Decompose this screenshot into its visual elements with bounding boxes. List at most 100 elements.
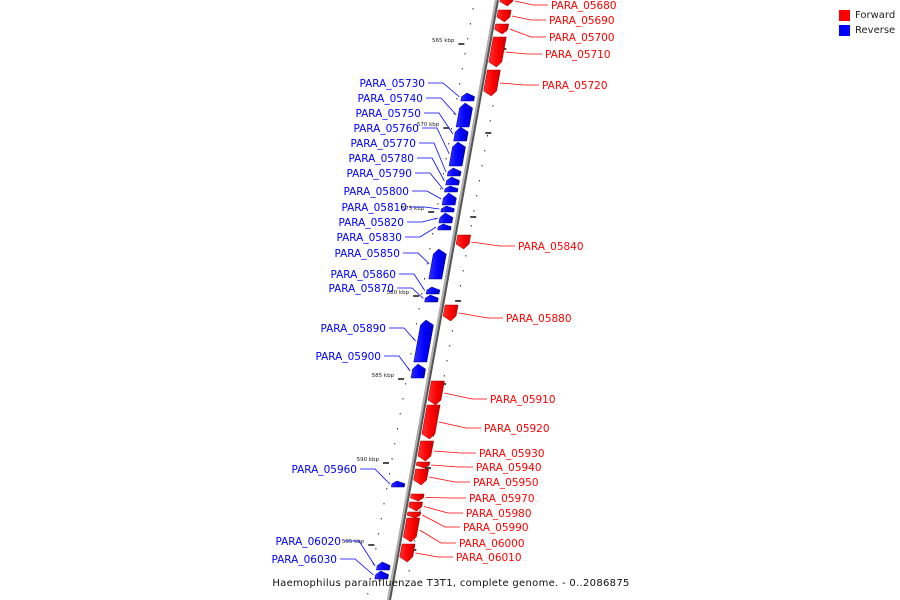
axis-dot — [462, 270, 464, 272]
gene-label-para_05720[interactable]: PARA_05720 — [542, 80, 608, 92]
gene-label-para_05960[interactable]: PARA_05960 — [291, 464, 357, 476]
leader-line — [405, 226, 437, 238]
genome-caption: Haemophilus parainfluenzae T3T1, complet… — [272, 578, 630, 589]
gene-label-para_05870[interactable]: PARA_05870 — [328, 283, 394, 295]
gene-label-para_05850[interactable]: PARA_05850 — [334, 248, 400, 260]
gene-labels: PARA_05680 PARA_05690 PARA_05700 PARA_05710… — [271, 0, 616, 566]
gene-arrow-para_05920[interactable] — [421, 404, 441, 440]
legend-item-forward: Forward — [839, 8, 895, 23]
gene-label-para_05940[interactable]: PARA_05940 — [476, 462, 542, 474]
gene-label-para_05760[interactable]: PARA_05760 — [353, 123, 419, 135]
gene-arrow-para_05810[interactable] — [440, 205, 455, 213]
gene-arrow-para_05880[interactable] — [442, 304, 459, 322]
gene-label-para_05780[interactable]: PARA_05780 — [348, 153, 414, 165]
axis-dot — [465, 255, 467, 257]
leader-line — [417, 157, 445, 182]
gene-arrow-para_05830[interactable] — [437, 223, 452, 231]
gene-label-para_06000[interactable]: PARA_06000 — [459, 538, 525, 550]
axis-dot — [467, 38, 469, 40]
gene-arrow-para_05720[interactable] — [483, 69, 501, 97]
gene-label-para_06020[interactable]: PARA_06020 — [275, 536, 341, 548]
gene-arrow-para_05910[interactable] — [427, 380, 445, 406]
gene-label-para_05840[interactable]: PARA_05840 — [518, 241, 584, 253]
gene-arrow-para_05750[interactable] — [453, 126, 469, 142]
axis-dot — [370, 578, 371, 580]
gene-label-para_05740[interactable]: PARA_05740 — [357, 93, 423, 105]
leader-line — [425, 497, 466, 499]
gene-arrow-para_06030[interactable] — [374, 570, 389, 580]
gene-label-para_05770[interactable]: PARA_05770 — [350, 138, 416, 150]
leader-line — [422, 514, 460, 528]
gene-label-para_05690[interactable]: PARA_05690 — [549, 15, 615, 27]
gene-label-para_05700[interactable]: PARA_05700 — [549, 32, 615, 44]
gene-label-para_05990[interactable]: PARA_05990 — [463, 522, 529, 534]
gene-label-para_05710[interactable]: PARA_05710 — [545, 49, 611, 61]
gene-arrow-para_05710[interactable] — [488, 36, 507, 68]
gene-label-para_05750[interactable]: PARA_05750 — [355, 108, 421, 120]
gene-label-para_05900[interactable]: PARA_05900 — [315, 351, 381, 363]
gene-label-para_05950[interactable]: PARA_05950 — [473, 477, 539, 489]
gene-arrow-para_05690[interactable] — [496, 9, 512, 23]
gene-arrow-para_05970[interactable] — [410, 493, 425, 502]
gene-label-para_05930[interactable]: PARA_05930 — [479, 448, 545, 460]
gene-label-para_05820[interactable]: PARA_05820 — [338, 217, 404, 229]
tick-label: 580 kbp — [387, 290, 410, 296]
gene-arrow-para_05770[interactable] — [447, 167, 462, 177]
gene-arrow-para_05760[interactable] — [448, 141, 466, 167]
gene-label-para_05920[interactable]: PARA_05920 — [484, 423, 550, 435]
gene-arrow-para_06010[interactable] — [399, 543, 416, 563]
axis-dot — [426, 263, 428, 265]
axis-dot — [388, 473, 390, 475]
leader-line — [419, 529, 456, 544]
gene-label-para_05680[interactable]: PARA_05680 — [551, 0, 617, 12]
gene-arrow-para_05870[interactable] — [424, 294, 439, 303]
gene-label-para_05970[interactable]: PARA_05970 — [469, 493, 535, 505]
gene-arrow-para_05700[interactable] — [494, 23, 509, 35]
gene-label-para_05800[interactable]: PARA_05800 — [343, 186, 409, 198]
gene-arrow-para_05960[interactable] — [391, 480, 406, 488]
leader-line — [426, 97, 457, 116]
axis-dot — [460, 285, 461, 287]
gene-label-para_05810[interactable]: PARA_05810 — [341, 202, 407, 214]
gene-arrow-para_05730[interactable] — [460, 92, 475, 102]
axis-dot — [378, 533, 380, 535]
gene-label-para_05830[interactable]: PARA_05830 — [336, 232, 402, 244]
gene-arrow-para_05930[interactable] — [417, 440, 434, 462]
gene-arrow-para_05790[interactable] — [444, 185, 459, 193]
gene-label-para_06010[interactable]: PARA_06010 — [456, 552, 522, 564]
gene-arrow-para_05980[interactable] — [408, 501, 423, 512]
gene-label-para_06030[interactable]: PARA_06030 — [271, 554, 337, 566]
gene-arrow-para_05950[interactable] — [413, 468, 429, 486]
axis-dot — [419, 510, 421, 512]
gene-arrow-para_05780[interactable] — [445, 176, 460, 186]
gene-label-para_05730[interactable]: PARA_05730 — [359, 78, 425, 90]
gene-arrow-para_06000[interactable] — [403, 517, 421, 543]
axis-dot — [451, 128, 452, 130]
gene-arrow-para_05740[interactable] — [455, 102, 473, 128]
gene-arrow-para_06020[interactable] — [376, 561, 391, 571]
gene-arrow-para_05900[interactable] — [410, 363, 426, 379]
gene-arrow-para_05680[interactable] — [499, 0, 514, 7]
leader-line — [407, 217, 438, 223]
gene-arrow-para_05800[interactable] — [441, 192, 457, 206]
gene-arrow-para_05990[interactable] — [406, 511, 422, 519]
gene-label-para_05790[interactable]: PARA_05790 — [346, 168, 412, 180]
gene-label-para_05880[interactable]: PARA_05880 — [506, 313, 572, 325]
gene-arrow-para_05860[interactable] — [425, 286, 441, 295]
gene-label-para_05890[interactable]: PARA_05890 — [320, 323, 386, 335]
gene-arrow-para_05820[interactable] — [438, 212, 454, 224]
axis-dot — [456, 98, 458, 100]
gene-label-para_05980[interactable]: PARA_05980 — [466, 508, 532, 520]
leader-line — [438, 421, 481, 429]
gene-label-para_05910[interactable]: PARA_05910 — [490, 394, 556, 406]
gene-arrow-para_05940[interactable] — [415, 461, 431, 469]
gene-arrow-para_05890[interactable] — [413, 319, 434, 363]
axis-dot — [487, 135, 488, 137]
leader-line — [431, 464, 473, 468]
gene-arrow-para_05840[interactable] — [455, 234, 471, 250]
leader-line — [340, 558, 374, 576]
gene-label-para_05860[interactable]: PARA_05860 — [330, 269, 396, 281]
axis-dot — [459, 83, 461, 85]
gene-arrow-para_05850[interactable] — [428, 248, 447, 280]
leader-line — [423, 506, 463, 514]
